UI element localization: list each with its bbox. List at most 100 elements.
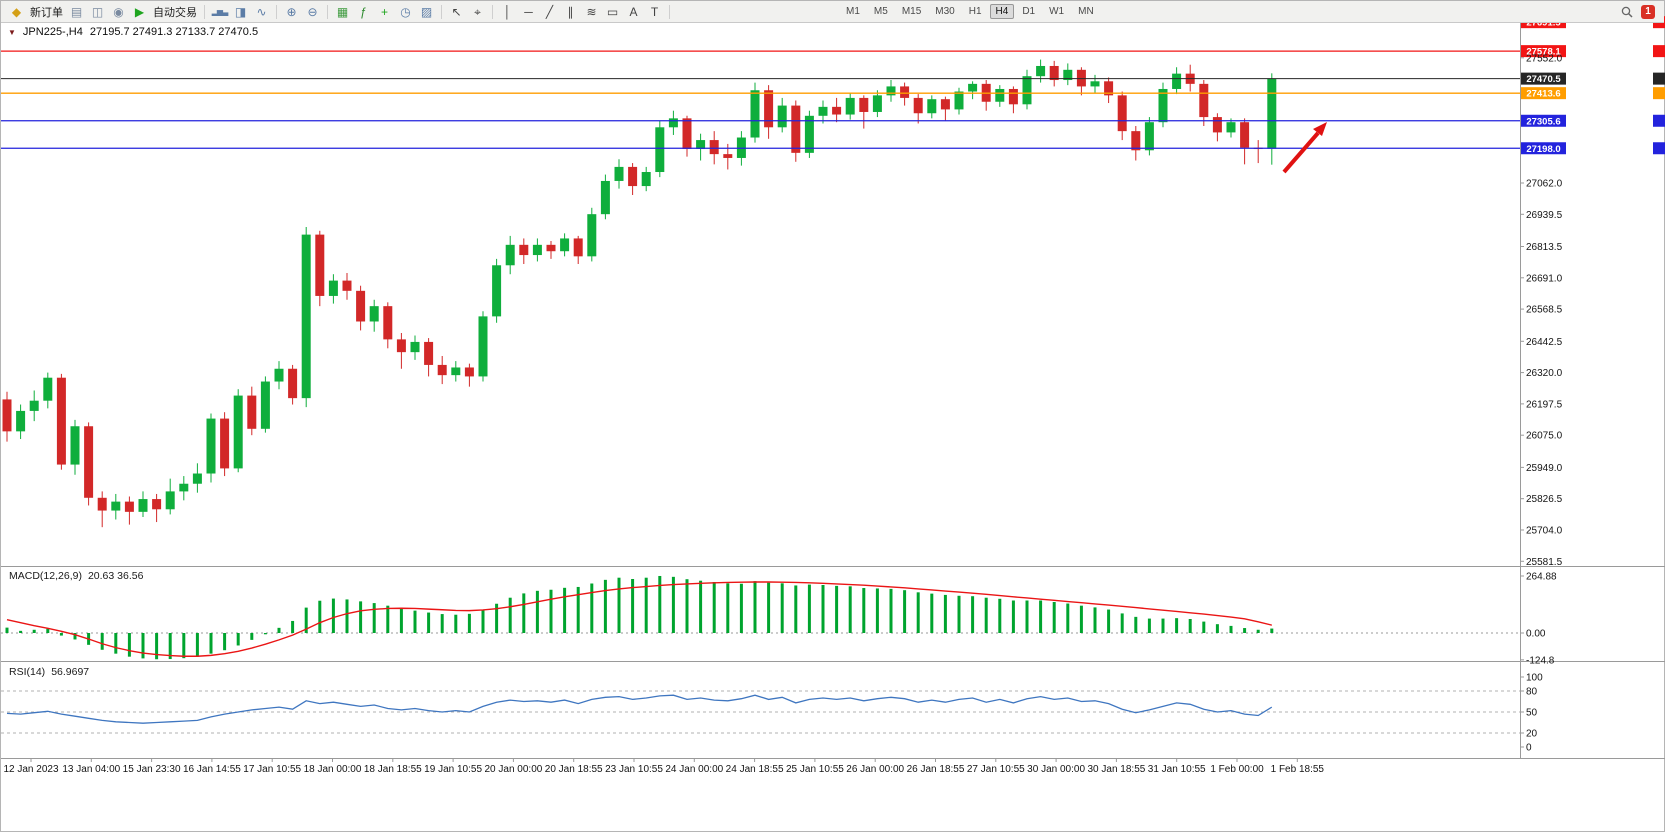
svg-text:1 Feb 18:55: 1 Feb 18:55 [1271,764,1325,775]
svg-text:20: 20 [1526,729,1538,740]
price-axis[interactable]: 27552.0 27062.0 26939.5 26813.5 26691.0 26568… [1520,53,1563,568]
date-axis[interactable]: 12 Jan 2023 13 Jan 04:00 15 Jan 23:30 16 Ja… [3,758,1325,776]
shapes-icon[interactable]: ▭ [606,4,619,19]
bear-candle [1117,95,1127,132]
line-chart-icon[interactable]: ∿ [256,4,267,19]
macd-label: MACD(12,26,9) 20.63 36.56 [9,570,143,582]
annotation-arrow[interactable] [1282,122,1327,174]
bear-candle [859,97,869,112]
bear-candle [220,418,230,469]
timeframe-m1-button[interactable]: M1 [846,6,860,17]
notification-badge[interactable]: 1 [1641,4,1655,19]
bull-candle [192,473,202,484]
bear-candle [464,367,474,377]
svg-text:17 Jan 10:55: 17 Jan 10:55 [243,764,301,775]
svg-text:30 Jan 00:00: 30 Jan 00:00 [1027,764,1085,775]
toolbar-separator [204,4,205,19]
svg-text:26075.0: 26075.0 [1526,431,1563,442]
bear-candle [1131,131,1141,151]
bull-candle [587,214,597,257]
panel-separators[interactable] [1,22,1665,759]
new-order-label[interactable]: 新订单 [30,6,63,19]
autotrade-label[interactable]: 自动交易 [153,6,197,19]
bar-chart-icon[interactable]: ▂▅▃ [211,6,228,16]
svg-text:100: 100 [1526,673,1543,684]
expand-triangle-icon[interactable]: ▼ [8,27,16,37]
price-label-fragment [1653,87,1665,100]
svg-text:26 Jan 00:00: 26 Jan 00:00 [846,764,904,775]
timeframe-h1-button[interactable]: H1 [968,6,982,17]
svg-text:16 Jan 14:55: 16 Jan 14:55 [183,764,241,775]
macd-name: MACD(12,26,9) [9,570,82,582]
cursor-icon[interactable]: ↖ [451,4,462,19]
bull-candle [1063,69,1073,81]
timeframe-mn-button[interactable]: MN [1078,6,1094,17]
rsi-value: 56.9697 [51,666,90,678]
bear-candle [1212,117,1222,133]
svg-text:26320.0: 26320.0 [1526,368,1563,379]
bull-candle [179,483,189,492]
svg-text:24 Jan 18:55: 24 Jan 18:55 [726,764,784,775]
bear-candle [573,238,583,257]
toolbar: ◆ 新订单 ▤ ◫ ◉ ▶ 自动交易 ▂▅▃ ◨ ∿ ⊕ ⊖ ▦ ƒ + ◷ ▨ ↖ ⌖ │ ─ ╱ ∥ ≋ ▭ A T M1 M5 M1… [1,1,1664,23]
bull-candle [492,265,502,317]
label-icon[interactable]: T [650,4,659,19]
svg-text:27198.0: 27198.0 [1526,144,1560,155]
macd-values: 20.63 36.56 [87,570,144,582]
zoom-in-icon[interactable]: ⊕ [286,4,297,19]
bull-candle [1267,78,1277,149]
timeframe-w1-button[interactable]: W1 [1049,6,1065,17]
autotrade-play-icon[interactable]: ▶ [134,4,145,19]
chart-list-icon[interactable]: ▤ [70,4,83,19]
bear-candle [152,499,162,510]
profiles-icon[interactable]: ◫ [91,4,104,19]
new-order-icon[interactable]: ◆ [11,4,22,19]
text-icon[interactable]: A [629,4,638,19]
timeframe-h4-button[interactable]: H4 [989,4,1015,19]
bull-candle [505,244,515,266]
bull-candle [328,280,338,296]
bull-candle [696,140,706,150]
timeframe-m15-button[interactable]: M15 [901,6,922,17]
rsi-panel: 100 80 50 20 0 [1,673,1543,754]
horizontal-line-icon[interactable]: ─ [524,4,533,19]
svg-text:25581.5: 25581.5 [1526,557,1563,568]
candlestick-chart-icon[interactable]: ◨ [234,4,247,19]
search-icon[interactable] [1620,5,1634,19]
vertical-line-icon[interactable]: │ [503,4,512,19]
svg-text:-124.8: -124.8 [1526,655,1555,666]
bull-candle [1036,65,1046,77]
timeframe-m30-button[interactable]: M30 [935,6,955,17]
tile-windows-icon[interactable]: ▦ [336,4,349,19]
svg-text:27305.6: 27305.6 [1526,116,1560,127]
bull-candle [206,418,216,474]
indicators-icon[interactable]: ƒ [360,4,367,19]
bear-candle [546,244,556,252]
toolbar-separator [327,4,328,19]
svg-text:26813.5: 26813.5 [1526,242,1563,253]
bear-candle [383,306,393,340]
price-line-label [1521,114,1566,127]
bull-candle [1172,73,1182,89]
chart-ohlc-header: ▼ JPN225-,H4 27195.7 27491.3 27133.7 274… [8,26,258,38]
period-clock-icon[interactable]: ◷ [400,4,411,19]
fibonacci-icon[interactable]: ≋ [586,4,597,19]
svg-text:25949.0: 25949.0 [1526,463,1563,474]
crosshair-icon[interactable]: ⌖ [474,4,481,19]
timeframe-m5-button[interactable]: M5 [873,6,888,17]
add-indicator-icon[interactable]: + [380,4,388,19]
candles-layer [2,59,1277,528]
timeframe-d1-button[interactable]: D1 [1022,6,1036,17]
bull-candle [43,377,53,401]
bull-candle [70,426,80,465]
bull-candle [451,367,461,376]
channel-icon[interactable]: ∥ [567,4,574,19]
svg-text:18 Jan 00:00: 18 Jan 00:00 [304,764,362,775]
zoom-out-icon[interactable]: ⊖ [307,4,318,19]
bear-candle [628,166,638,187]
templates-icon[interactable]: ▨ [420,4,433,19]
trendline-icon[interactable]: ╱ [545,4,554,19]
market-watch-icon[interactable]: ◉ [113,4,124,19]
